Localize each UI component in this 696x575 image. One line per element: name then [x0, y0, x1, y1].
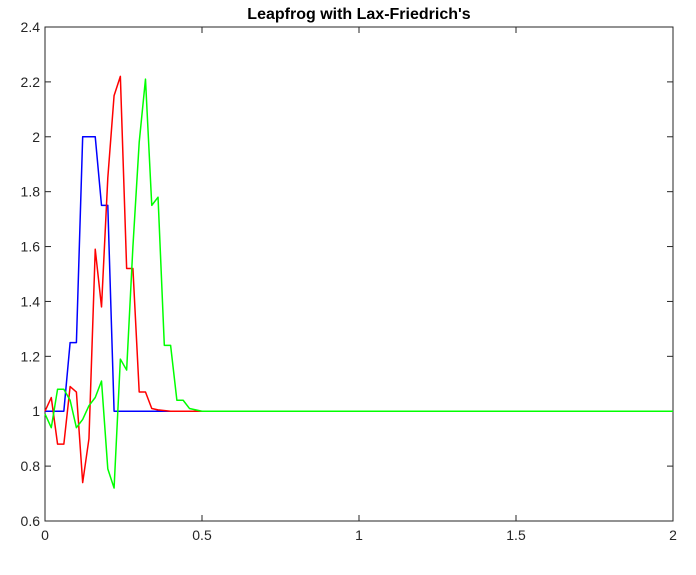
x-tick-label: 1.5 [506, 527, 526, 543]
y-tick-label: 1.6 [21, 239, 41, 255]
y-tick-label: 1 [32, 403, 40, 419]
series-group [44, 75, 673, 489]
x-tick-label: 0.5 [192, 527, 212, 543]
chart-title: Leapfrog with Lax-Friedrich's [247, 6, 470, 23]
y-tick-label: 1.2 [21, 348, 41, 364]
series-line-2 [44, 78, 673, 489]
y-tick-label: 1.8 [21, 184, 41, 200]
plot-area-frame [44, 26, 674, 522]
y-tick-label: 2.2 [21, 74, 41, 90]
series-line-0 [45, 136, 673, 412]
y-tick-label: 2.4 [21, 19, 41, 35]
x-tick-label: 2 [669, 527, 677, 543]
x-tick-label: 0 [41, 527, 49, 543]
y-axis-ticks: 0.6 0.8 1 1.2 1.4 1.6 1.8 2 2.2 2.4 [21, 19, 673, 529]
x-tick-label: 1 [355, 527, 363, 543]
y-tick-label: 0.8 [21, 458, 41, 474]
series-line-1 [44, 75, 673, 484]
y-tick-label: 0.6 [21, 513, 41, 529]
y-tick-label: 2 [32, 129, 40, 145]
x-axis-ticks: 0 0.5 1 1.5 2 [41, 27, 677, 543]
y-tick-label: 1.4 [21, 293, 41, 309]
